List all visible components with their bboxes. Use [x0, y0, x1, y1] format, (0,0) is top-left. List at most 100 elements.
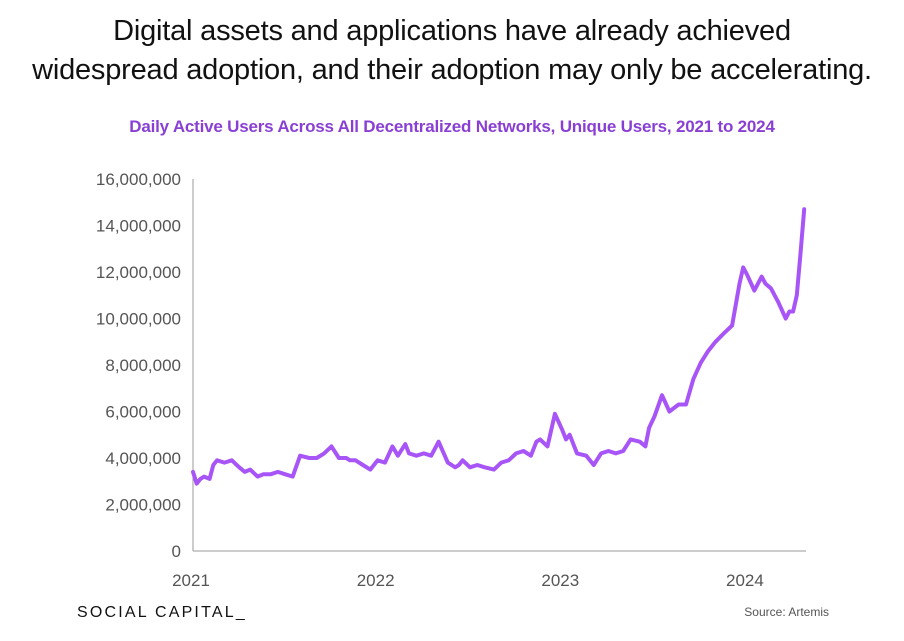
data-point	[307, 456, 311, 460]
data-point	[453, 465, 457, 469]
x-tick-label: 2021	[172, 571, 210, 590]
data-point	[202, 475, 206, 479]
data-point	[422, 451, 426, 455]
y-tick-label: 14,000,000	[96, 217, 181, 236]
data-point	[529, 454, 533, 458]
data-point	[763, 282, 768, 286]
data-point	[706, 349, 710, 353]
data-point	[713, 340, 718, 344]
y-tick-label: 10,000,000	[96, 310, 181, 329]
data-point	[691, 377, 696, 381]
data-point	[621, 449, 625, 453]
y-tick-label: 0	[172, 542, 181, 561]
data-point	[575, 451, 579, 455]
data-point	[599, 451, 603, 455]
data-point	[222, 461, 226, 465]
data-point	[653, 414, 657, 418]
data-point	[376, 458, 380, 462]
data-point	[545, 444, 550, 448]
data-point	[560, 428, 564, 432]
data-point	[383, 461, 387, 465]
data-point	[195, 482, 199, 486]
data-point	[684, 402, 688, 407]
y-axis-ticks: 0 2,000,000 4,000,000 6,000,000 8,000,000 10,…	[96, 170, 181, 561]
brand-logo: SOCIAL CAPITAL_	[77, 604, 247, 621]
data-point	[667, 409, 672, 414]
data-point	[795, 293, 799, 297]
data-point	[784, 316, 788, 321]
data-point	[468, 465, 472, 469]
data-point	[514, 451, 518, 455]
data-point	[461, 458, 465, 462]
data-point	[553, 412, 557, 416]
data-point	[737, 282, 742, 286]
x-tick-label: 2022	[357, 571, 395, 590]
data-point	[407, 451, 411, 455]
data-point	[446, 461, 450, 465]
y-tick-label: 4,000,000	[105, 449, 181, 468]
data-point	[791, 309, 795, 314]
data-point	[564, 437, 568, 441]
data-point	[802, 207, 806, 211]
data-point	[776, 300, 780, 304]
data-point	[329, 444, 334, 448]
data-point	[237, 465, 241, 469]
data-point	[614, 451, 618, 455]
data-point	[723, 330, 727, 334]
data-point	[315, 456, 319, 460]
data-point	[429, 454, 433, 458]
data-point	[699, 361, 703, 365]
data-point	[638, 440, 642, 444]
data-point	[647, 426, 651, 430]
data-point	[584, 454, 588, 458]
data-point	[492, 468, 496, 472]
data-point	[643, 444, 648, 448]
data-point	[787, 309, 792, 314]
source-note: Source: Artemis	[744, 605, 829, 619]
data-point	[322, 451, 326, 455]
x-axis-ticks: 2021 2022 2023 2024	[172, 571, 764, 590]
y-tick-label: 8,000,000	[105, 356, 181, 375]
data-point	[353, 458, 358, 462]
data-point	[483, 465, 487, 469]
x-tick-label: 2024	[726, 571, 764, 590]
data-point	[208, 477, 212, 481]
data-point	[629, 437, 633, 441]
data-point	[283, 472, 287, 476]
data-point	[243, 470, 247, 474]
data-point	[414, 454, 418, 458]
data-point	[298, 454, 302, 458]
data-point	[760, 275, 764, 279]
y-tick-label: 16,000,000	[96, 170, 181, 189]
data-point	[568, 433, 572, 437]
data-point	[475, 463, 479, 467]
data-point	[538, 437, 542, 441]
data-point	[368, 468, 372, 472]
data-point	[337, 456, 341, 460]
data-point	[677, 402, 681, 407]
data-point	[499, 461, 503, 465]
x-tick-label: 2023	[541, 571, 579, 590]
data-point	[769, 286, 773, 290]
data-point	[248, 468, 252, 472]
data-point	[390, 444, 394, 448]
y-tick-label: 2,000,000	[105, 496, 181, 515]
data-point	[741, 265, 745, 269]
data-point	[256, 475, 260, 479]
data-point	[606, 449, 611, 453]
chart-title: Daily Active Users Across All Decentrali…	[129, 117, 775, 136]
data-point	[361, 463, 365, 467]
headline-line-1: Digital assets and applications have alr…	[113, 15, 791, 47]
data-point	[268, 472, 273, 476]
headline: Digital assets and applications have alr…	[0, 12, 904, 90]
headline-line-2: widespread adoption, and their adoption …	[32, 54, 872, 86]
data-point	[396, 454, 400, 458]
data-point	[348, 458, 352, 462]
data-point	[344, 456, 348, 460]
data-point	[437, 440, 441, 444]
series-line	[191, 207, 807, 486]
data-point	[457, 463, 461, 467]
data-point	[291, 475, 295, 479]
data-point	[660, 393, 664, 397]
